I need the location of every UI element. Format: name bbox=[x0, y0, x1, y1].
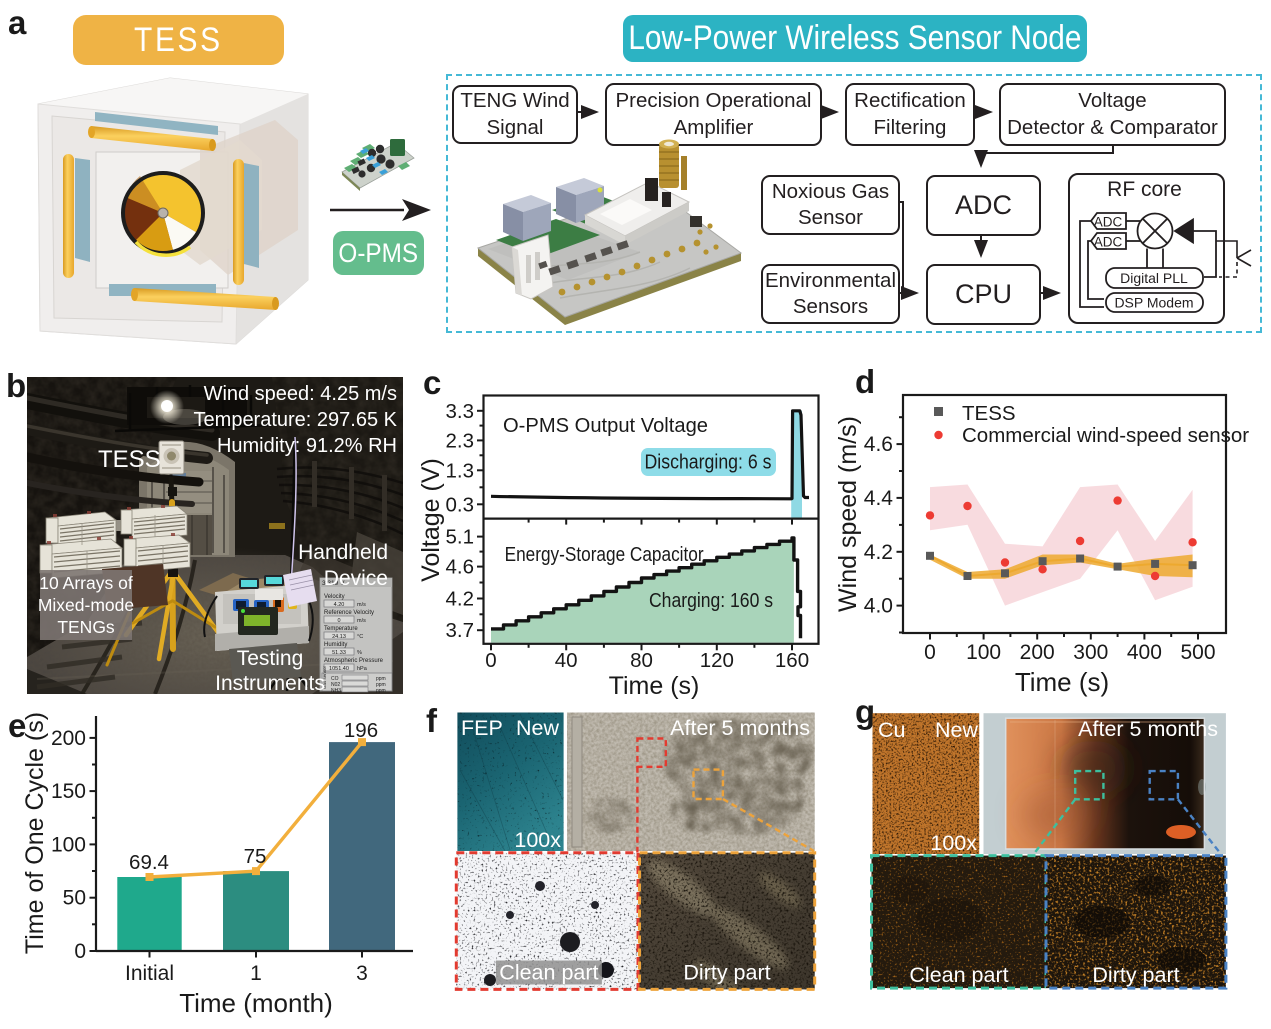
svg-text:4.2: 4.2 bbox=[446, 588, 475, 611]
svg-text:m/s: m/s bbox=[357, 618, 366, 624]
svg-text:%: % bbox=[357, 650, 362, 656]
svg-text:0: 0 bbox=[924, 641, 936, 664]
svg-text:3.7: 3.7 bbox=[446, 619, 475, 642]
svg-text:Gas sensor: Gas sensor bbox=[322, 665, 327, 689]
svg-text:New: New bbox=[935, 718, 978, 742]
svg-text:4.6: 4.6 bbox=[864, 433, 893, 456]
svg-text:After 5 months: After 5 months bbox=[670, 716, 810, 740]
svg-text:Wind speed (m/s): Wind speed (m/s) bbox=[834, 416, 862, 612]
svg-text:Testing: Testing bbox=[237, 647, 304, 670]
svg-text:4.6: 4.6 bbox=[446, 556, 475, 579]
svg-text:3: 3 bbox=[356, 962, 368, 985]
svg-text:100x: 100x bbox=[514, 828, 561, 852]
svg-text:Commercial wind-speed sensor: Commercial wind-speed sensor bbox=[962, 424, 1249, 447]
svg-text:4.4: 4.4 bbox=[864, 487, 894, 510]
svg-text:160: 160 bbox=[775, 649, 809, 672]
svg-text:40: 40 bbox=[555, 649, 578, 672]
svg-text:1051.40: 1051.40 bbox=[329, 666, 349, 672]
svg-text:°C: °C bbox=[357, 634, 363, 640]
svg-text:200: 200 bbox=[1020, 641, 1055, 664]
svg-text:Handheld: Handheld bbox=[298, 541, 388, 564]
svg-text:100: 100 bbox=[51, 833, 86, 856]
svg-text:Mixed-mode: Mixed-mode bbox=[38, 595, 134, 615]
svg-text:4.0: 4.0 bbox=[864, 595, 893, 618]
svg-text:NH3: NH3 bbox=[331, 688, 341, 694]
svg-text:Clean part: Clean part bbox=[499, 961, 598, 985]
svg-text:300: 300 bbox=[1073, 641, 1108, 664]
svg-text:Time (s): Time (s) bbox=[1015, 667, 1109, 697]
svg-text:ppm: ppm bbox=[376, 676, 386, 682]
svg-text:ppm: ppm bbox=[376, 688, 386, 694]
svg-text:Instruments: Instruments bbox=[215, 672, 325, 694]
svg-text:Discharging: 6 s: Discharging: 6 s bbox=[645, 451, 772, 474]
svg-text:Clean part: Clean part bbox=[909, 963, 1008, 987]
svg-text:100x: 100x bbox=[930, 831, 977, 855]
svg-text:TESS: TESS bbox=[962, 402, 1016, 425]
svg-text:150: 150 bbox=[51, 780, 86, 803]
svg-text:New: New bbox=[516, 716, 559, 740]
svg-text:100: 100 bbox=[966, 641, 1001, 664]
svg-text:DSP Modem: DSP Modem bbox=[1114, 295, 1193, 311]
svg-text:Device: Device bbox=[324, 567, 388, 590]
svg-text:After 5 months: After 5 months bbox=[1078, 717, 1218, 741]
svg-text:Time (s): Time (s) bbox=[609, 672, 700, 700]
svg-text:2.3: 2.3 bbox=[446, 429, 475, 452]
svg-text:CO: CO bbox=[331, 676, 339, 682]
svg-text:Voltage (V): Voltage (V) bbox=[420, 458, 445, 582]
svg-text:3.319 V: 3.319 V bbox=[322, 580, 345, 587]
svg-text:Temperature: 297.65 K: Temperature: 297.65 K bbox=[194, 409, 398, 431]
svg-text:3.3: 3.3 bbox=[446, 400, 475, 423]
svg-text:Cu: Cu bbox=[878, 718, 905, 742]
svg-text:TENGs: TENGs bbox=[57, 617, 115, 637]
svg-text:Digital PLL: Digital PLL bbox=[1120, 270, 1188, 286]
svg-text:69.4: 69.4 bbox=[129, 851, 169, 874]
svg-text:Wind speed: 4.25 m/s: Wind speed: 4.25 m/s bbox=[204, 383, 397, 405]
svg-text:1: 1 bbox=[250, 962, 262, 985]
svg-text:Humidity: 91.2% RH: Humidity: 91.2% RH bbox=[217, 435, 397, 457]
svg-text:0.3: 0.3 bbox=[446, 493, 475, 516]
svg-text:Time of One Cycle (s): Time of One Cycle (s) bbox=[21, 712, 49, 954]
svg-text:Energy-Storage Capacitor: Energy-Storage Capacitor bbox=[505, 543, 704, 566]
svg-text:5.1: 5.1 bbox=[446, 526, 475, 549]
svg-text:ADC: ADC bbox=[1094, 235, 1123, 250]
svg-text:10 Arrays of: 10 Arrays of bbox=[39, 573, 133, 593]
svg-text:ADC: ADC bbox=[1094, 215, 1123, 230]
svg-text:N02: N02 bbox=[331, 682, 340, 688]
svg-text:4.20: 4.20 bbox=[334, 602, 345, 608]
svg-text:500: 500 bbox=[1180, 641, 1215, 664]
svg-text:50: 50 bbox=[63, 887, 86, 910]
svg-text:4.2: 4.2 bbox=[864, 541, 893, 564]
svg-text:24.13: 24.13 bbox=[332, 634, 346, 640]
svg-text:m/s: m/s bbox=[357, 602, 366, 608]
svg-text:O-PMS Output Voltage: O-PMS Output Voltage bbox=[503, 414, 708, 437]
svg-text:80: 80 bbox=[630, 649, 653, 672]
svg-text:TESS: TESS bbox=[98, 446, 161, 473]
svg-text:Dirty part: Dirty part bbox=[1092, 963, 1179, 987]
svg-text:Initial: Initial bbox=[125, 962, 174, 985]
svg-text:0: 0 bbox=[485, 649, 496, 672]
svg-text:200: 200 bbox=[51, 727, 86, 750]
svg-text:Velocity: Velocity bbox=[324, 594, 345, 600]
svg-text:Charging: 160 s: Charging: 160 s bbox=[649, 589, 773, 612]
svg-text:Atmospheric Pressure: Atmospheric Pressure bbox=[324, 658, 384, 664]
svg-text:Reference Velocity: Reference Velocity bbox=[324, 610, 374, 616]
svg-text:Temperature: Temperature bbox=[324, 626, 358, 632]
svg-text:Time (month): Time (month) bbox=[179, 988, 333, 1018]
svg-text:0: 0 bbox=[337, 618, 340, 624]
svg-text:Dirty part: Dirty part bbox=[683, 961, 770, 985]
svg-text:196: 196 bbox=[344, 719, 378, 742]
svg-text:Humidity: Humidity bbox=[324, 642, 347, 648]
svg-text:1.3: 1.3 bbox=[446, 459, 475, 482]
svg-text:FEP: FEP bbox=[461, 716, 503, 740]
svg-text:hPa: hPa bbox=[357, 666, 368, 672]
svg-text:120: 120 bbox=[700, 649, 734, 672]
svg-text:ppm: ppm bbox=[376, 682, 386, 688]
svg-text:0: 0 bbox=[74, 940, 86, 963]
svg-text:400: 400 bbox=[1127, 641, 1162, 664]
svg-text:75: 75 bbox=[244, 845, 267, 868]
svg-text:51.33: 51.33 bbox=[332, 650, 346, 656]
